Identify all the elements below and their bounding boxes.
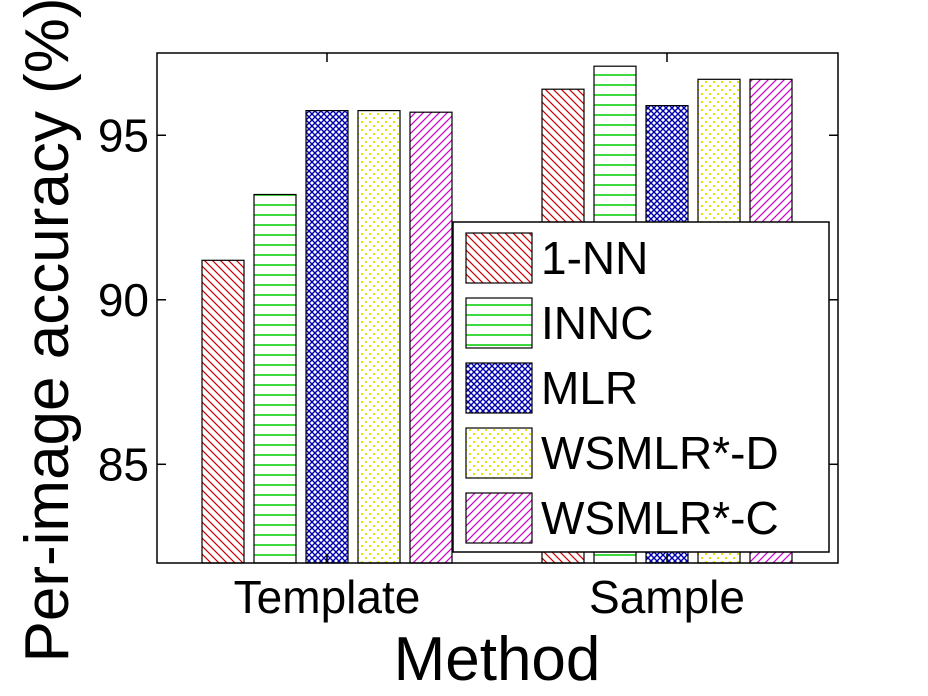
bar-wsmlr-c-template <box>409 111 453 564</box>
y-tick-label: 90 <box>98 274 149 326</box>
x-axis-label: Method <box>394 625 601 694</box>
x-tick-label-template: Template <box>234 571 421 623</box>
plot-frame <box>156 52 839 564</box>
y-axis-label: Per-image accuracy (%) <box>13 0 82 662</box>
legend-swatch-innc <box>465 297 533 349</box>
legend-swatch-1-nn <box>465 232 533 284</box>
x-tick-label-sample: Sample <box>589 571 745 623</box>
y-axis-ticks: 85 90 95 <box>98 109 838 490</box>
legend-swatch-mlr <box>465 362 533 414</box>
bar-mlr-template <box>305 109 349 564</box>
legend: 1-NN INNC MLR WSMLR*-D WSMLR*-C <box>452 221 830 553</box>
bar-1-nn-template <box>201 259 245 564</box>
bar-wsmlr-d-template <box>357 109 401 564</box>
y-tick-label: 95 <box>98 109 149 161</box>
legend-label-innc: INNC <box>541 297 653 349</box>
y-tick-label: 85 <box>98 438 149 490</box>
legend-swatch-wsmlr-d <box>465 427 533 479</box>
bar-innc-template <box>253 193 297 564</box>
legend-label-wsmlr-c: WSMLR*-C <box>541 492 779 544</box>
legend-label-mlr: MLR <box>541 362 638 414</box>
x-axis-ticks: Template Sample <box>234 53 745 623</box>
legend-label-1-nn: 1-NN <box>541 232 648 284</box>
legend-swatch-wsmlr-c <box>465 492 533 544</box>
legend-label-wsmlr-d: WSMLR*-D <box>541 427 779 479</box>
